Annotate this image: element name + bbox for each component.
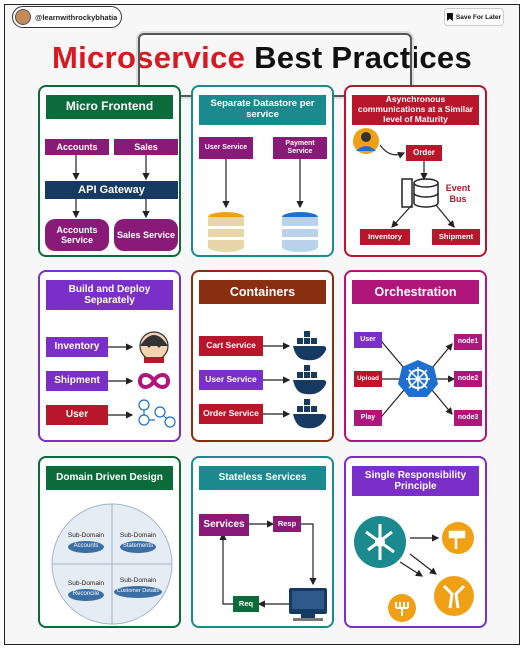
card-title: Orchestration	[352, 280, 479, 304]
user-box: User	[46, 405, 108, 425]
event-bus-label: Event Bus	[445, 183, 471, 204]
page-title: Microservice Best Practices	[0, 40, 524, 76]
docker-icon	[293, 331, 327, 361]
payment-service-box: Payment Service	[273, 137, 327, 159]
person-icon	[353, 128, 379, 154]
req-box: Req	[233, 596, 259, 612]
connector-arrows	[72, 155, 150, 219]
node1-box: node1	[454, 334, 482, 350]
services-box: Services	[199, 514, 249, 536]
card-single-responsibility: Single Responsibility Principle	[344, 456, 487, 628]
card-title: Micro Frontend	[46, 95, 173, 119]
card-stateless-services: Stateless Services Services Resp Req	[191, 456, 334, 628]
accounts-service-box: Accounts Service	[45, 219, 109, 251]
database-icon	[282, 212, 318, 252]
shipment-box: Shipment	[432, 229, 480, 245]
accounts-box: Accounts	[45, 139, 109, 155]
order-service-box: Order Service	[199, 404, 263, 424]
tools-illustration	[354, 516, 474, 622]
card-title: Build and Deploy Separately	[46, 280, 173, 310]
sub-domain-label: Sub-Domain	[67, 580, 105, 587]
sub-domain-item: Reconcile	[72, 591, 100, 597]
connector-arrows	[208, 159, 318, 252]
author-handle: @learnwithrockybhatia	[35, 12, 118, 22]
resp-box: Resp	[273, 516, 301, 532]
multi-tool-icon	[354, 516, 406, 568]
card-build-deploy: Build and Deploy Separately Inventory Sh…	[38, 270, 181, 442]
connector-arrows	[263, 331, 327, 429]
cart-service-box: Cart Service	[199, 336, 263, 356]
api-gateway-box: API Gateway	[45, 181, 178, 199]
hammer-icon	[442, 522, 474, 554]
card-orchestration: Orchestration User Upload Play node1 nod…	[344, 270, 487, 442]
bookmark-icon	[446, 13, 453, 21]
domain-circle	[51, 503, 173, 625]
title-part-1: Microservice	[52, 40, 246, 75]
order-box: Order	[406, 145, 442, 161]
connector-arrows	[353, 128, 455, 228]
node3-box: node3	[454, 410, 482, 426]
docker-icon	[293, 365, 327, 395]
jenkins-icon	[139, 331, 169, 363]
card-title: Domain Driven Design	[46, 466, 173, 490]
pipeline-icon	[138, 373, 171, 389]
user-box: User	[354, 332, 382, 348]
user-service-box: User Service	[199, 370, 263, 390]
sub-domain-label: Sub-Domain	[119, 577, 157, 584]
card-title: Stateless Services	[199, 466, 326, 490]
avatar	[15, 9, 31, 25]
inventory-box: Inventory	[46, 337, 108, 357]
save-for-later-button[interactable]: Save For Later	[444, 8, 504, 26]
user-service-box: User Service	[199, 137, 253, 159]
card-async: Asynchronous communications at a Similar…	[344, 85, 487, 257]
connector-arrows	[108, 331, 176, 428]
save-label: Save For Later	[455, 13, 502, 21]
event-bus-icon	[401, 178, 439, 208]
card-micro-frontend: Micro Frontend Accounts Sales API Gatewa…	[38, 85, 181, 257]
card-separate-datastore: Separate Datastore per service User Serv…	[191, 85, 334, 257]
shipment-box: Shipment	[46, 371, 108, 391]
docker-icon	[293, 399, 327, 429]
card-containers: Containers Cart Service User Service Ord…	[191, 270, 334, 442]
card-title: Containers	[199, 280, 326, 304]
fork-icon	[388, 594, 416, 622]
workflow-icon	[138, 399, 176, 428]
sub-domain-item: Customer Details	[116, 588, 160, 594]
title-part-2: Best Practices	[254, 40, 472, 75]
database-icon	[208, 212, 244, 252]
sub-domain-item: Statements	[122, 543, 154, 549]
sales-box: Sales	[114, 139, 178, 155]
card-domain-driven-design: Domain Driven Design Sub-Domain Accounts…	[38, 456, 181, 628]
connector-arrows	[375, 335, 456, 423]
card-title: Separate Datastore per service	[199, 95, 326, 125]
node2-box: node2	[454, 371, 482, 387]
sub-domain-item: Accounts	[73, 543, 99, 549]
sub-domain-label: Sub-Domain	[67, 532, 105, 539]
sales-service-box: Sales Service	[114, 219, 178, 251]
pliers-icon	[434, 576, 474, 616]
inventory-box: Inventory	[360, 229, 410, 245]
sub-domain-label: Sub-Domain	[119, 532, 157, 539]
kubernetes-icon	[398, 360, 438, 397]
play-box: Play	[354, 410, 382, 426]
upload-box: Upload	[354, 371, 382, 387]
computer-icon	[289, 588, 327, 621]
card-title: Asynchronous communications at a Similar…	[352, 94, 479, 125]
author-badge[interactable]: @learnwithrockybhatia	[12, 6, 122, 28]
connector-arrows	[219, 520, 327, 621]
card-title: Single Responsibility Principle	[352, 466, 479, 496]
